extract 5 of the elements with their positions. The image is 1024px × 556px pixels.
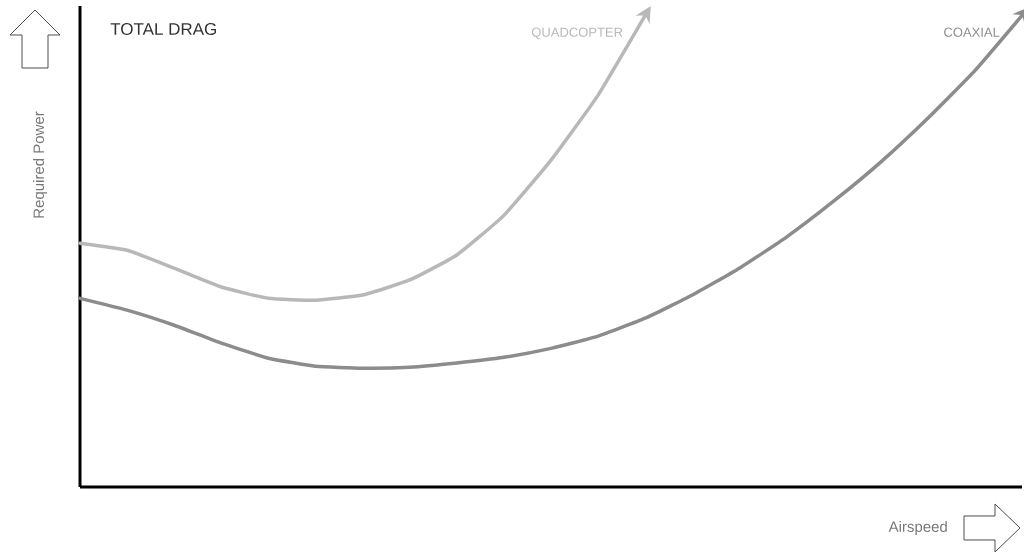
series-label: QUADCOPTER — [531, 27, 623, 40]
y-axis-title: Required Power — [33, 111, 47, 218]
x-axis-title: Airspeed — [888, 520, 947, 535]
chart-title: TOTAL DRAG — [110, 22, 216, 36]
series-label: COAXIAL — [944, 27, 1000, 37]
